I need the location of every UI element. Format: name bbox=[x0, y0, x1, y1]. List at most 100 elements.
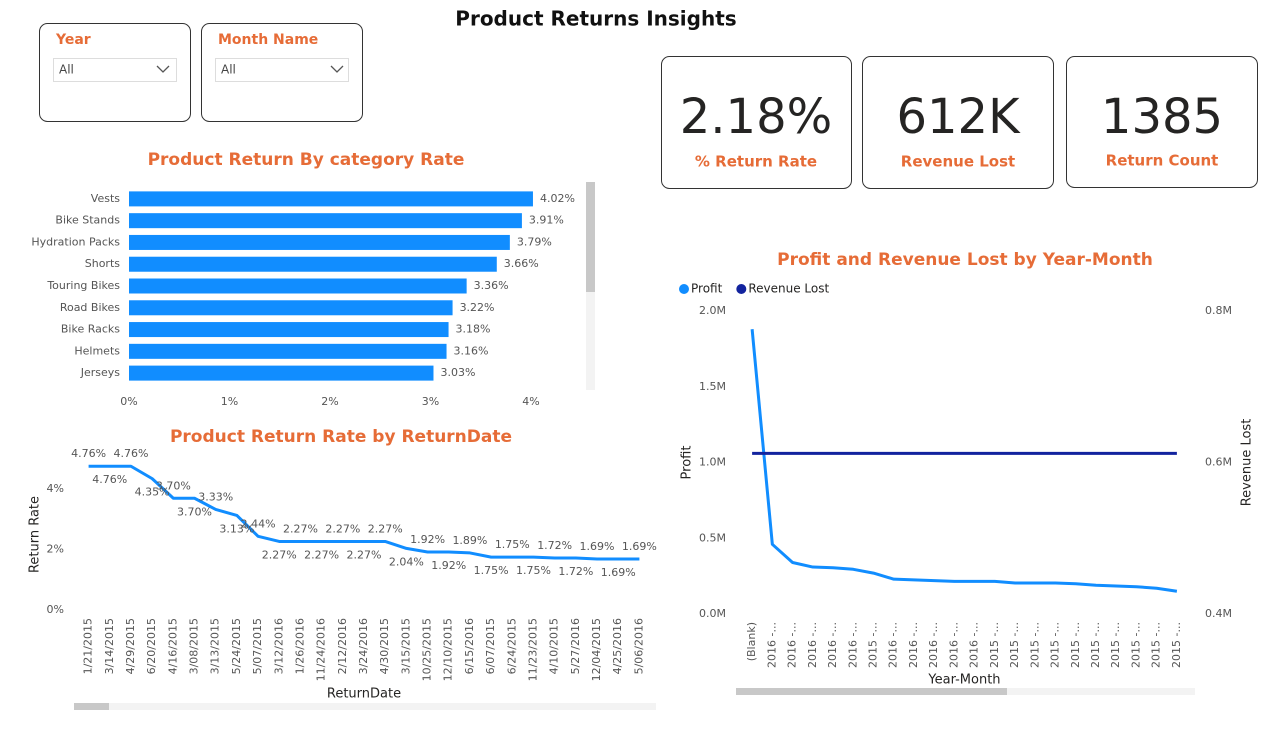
x-tick-label: 2016 -... bbox=[806, 622, 819, 668]
x-tick-label: 6/07/2015 bbox=[484, 618, 497, 674]
data-label: 1.72% bbox=[537, 539, 572, 552]
dropdown[interactable] bbox=[215, 58, 349, 82]
data-label: 2.27% bbox=[325, 522, 360, 535]
scroll-thumb[interactable] bbox=[74, 703, 109, 710]
y-tick-label: Shorts bbox=[85, 257, 121, 270]
data-label: 2.27% bbox=[283, 522, 318, 535]
x-tick-label: 5/27/2016 bbox=[569, 618, 582, 674]
data-label: 1.69% bbox=[601, 566, 636, 579]
data-label: 1.89% bbox=[452, 534, 487, 547]
x-tick-label: 5/07/2015 bbox=[251, 618, 264, 674]
x-tick-label: 2% bbox=[321, 395, 338, 408]
x-tick-label: 2016 -... bbox=[927, 622, 940, 668]
x-tick-label: 4/29/2015 bbox=[124, 618, 137, 674]
legend-label: Profit bbox=[691, 282, 723, 296]
data-label: 1.69% bbox=[622, 540, 657, 553]
x-tick-label: 0% bbox=[120, 395, 137, 408]
data-label: 3.36% bbox=[474, 279, 509, 292]
y-tick-label: Hydration Packs bbox=[31, 235, 120, 248]
slicer-label: Year bbox=[55, 32, 91, 48]
data-label: 3.03% bbox=[440, 366, 475, 379]
data-label: 3.18% bbox=[456, 323, 491, 336]
chevron[interactable] bbox=[156, 65, 170, 73]
x-tick-label: 2016 -... bbox=[887, 622, 900, 668]
x-tick-label: 10/25/2015 bbox=[421, 618, 434, 681]
y-tick-label: 4% bbox=[47, 482, 64, 495]
chevron[interactable] bbox=[330, 65, 344, 73]
bar bbox=[129, 365, 434, 381]
y2-tick-label: 0.6M bbox=[1205, 456, 1232, 469]
scroll-thumb[interactable] bbox=[586, 182, 595, 292]
y-tick-label: Helmets bbox=[74, 344, 120, 357]
data-label: 3.70% bbox=[156, 479, 191, 492]
x-tick-label: 2015 -... bbox=[1089, 622, 1102, 668]
x-tick-label: (Blank) bbox=[745, 622, 758, 661]
data-label: 4.76% bbox=[92, 473, 127, 486]
x-tick-label: 2015 -... bbox=[866, 622, 879, 668]
y-tick-label: Touring Bikes bbox=[46, 279, 120, 292]
x-tick-label: 11/24/2016 bbox=[315, 618, 328, 681]
x-tick-label: 2016 -... bbox=[826, 622, 839, 668]
data-label: 2.27% bbox=[304, 548, 339, 561]
scroll-thumb[interactable] bbox=[736, 688, 1007, 695]
scroll-track[interactable] bbox=[74, 703, 656, 710]
y-tick-label: 0.0M bbox=[699, 607, 726, 620]
bar bbox=[129, 234, 510, 250]
y-tick-label: Bike Stands bbox=[55, 214, 120, 227]
chart-title: Profit and Revenue Lost by Year-Month bbox=[777, 250, 1153, 270]
x-tick-label: 2016 -... bbox=[786, 622, 799, 668]
data-label: 3.91% bbox=[529, 214, 564, 227]
bar bbox=[129, 343, 447, 359]
data-label: 1.75% bbox=[516, 564, 551, 577]
x-tick-label: 4/16/2015 bbox=[166, 618, 179, 674]
data-label: 1.92% bbox=[431, 559, 466, 572]
data-label: 3.33% bbox=[198, 490, 233, 503]
bar bbox=[129, 256, 497, 272]
x-tick-label: 3/15/2015 bbox=[399, 618, 412, 674]
dropdown-value[interactable]: All bbox=[59, 63, 74, 77]
data-label: 3.79% bbox=[517, 235, 552, 248]
data-label: 4.02% bbox=[540, 192, 575, 205]
x-tick-label: 3/24/2016 bbox=[357, 618, 370, 674]
data-label: 2.27% bbox=[347, 548, 382, 561]
y-tick-label: 0% bbox=[47, 603, 64, 616]
y-tick-label: Vests bbox=[91, 192, 120, 205]
data-label: 2.27% bbox=[262, 548, 297, 561]
card bbox=[862, 56, 1054, 189]
x-tick-label: 2015 -... bbox=[1170, 622, 1183, 668]
legend-label: Revenue Lost bbox=[748, 282, 829, 296]
x-tick-label: 2016 -... bbox=[907, 622, 920, 668]
data-label: 1.75% bbox=[495, 538, 530, 551]
dropdown-value[interactable]: All bbox=[221, 63, 236, 77]
x-tick-label: 2015 -... bbox=[1049, 622, 1062, 668]
y2-axis-title: Revenue Lost bbox=[1240, 419, 1255, 507]
x-tick-label: 6/20/2015 bbox=[145, 618, 158, 674]
data-label: 3.16% bbox=[454, 344, 489, 357]
data-label: 1.72% bbox=[558, 565, 593, 578]
x-tick-label: 2015 -... bbox=[1069, 622, 1082, 668]
card-value: 612K bbox=[896, 89, 1021, 145]
card bbox=[661, 56, 852, 189]
y2-tick-label: 0.8M bbox=[1205, 304, 1232, 317]
y-axis-title: Profit bbox=[680, 446, 695, 480]
data-label: 3.13% bbox=[219, 522, 254, 535]
x-tick-label: 2/12/2016 bbox=[336, 618, 349, 674]
y-tick-label: 1.0M bbox=[699, 456, 726, 469]
data-label: 1.92% bbox=[410, 533, 445, 546]
x-tick-label: 11/23/2015 bbox=[526, 618, 539, 681]
x-tick-label: 12/04/2015 bbox=[590, 618, 603, 681]
x-tick-label: 1% bbox=[221, 395, 238, 408]
card-value: 2.18% bbox=[680, 89, 832, 145]
chart-title: Product Return By category Rate bbox=[148, 150, 465, 170]
y-tick-label: 2% bbox=[47, 543, 64, 556]
x-tick-label: 3/12/2016 bbox=[272, 618, 285, 674]
x-tick-label: 4/30/2015 bbox=[378, 618, 391, 674]
x-tick-label: 1/26/2016 bbox=[293, 618, 306, 674]
data-label: 3.22% bbox=[460, 301, 495, 314]
dropdown[interactable] bbox=[53, 58, 177, 82]
y-tick-label: Bike Racks bbox=[61, 323, 120, 336]
y-axis-title: Return Rate bbox=[28, 496, 43, 573]
x-tick-label: 2015 -... bbox=[1008, 622, 1021, 668]
y-tick-label: 0.5M bbox=[699, 531, 726, 544]
